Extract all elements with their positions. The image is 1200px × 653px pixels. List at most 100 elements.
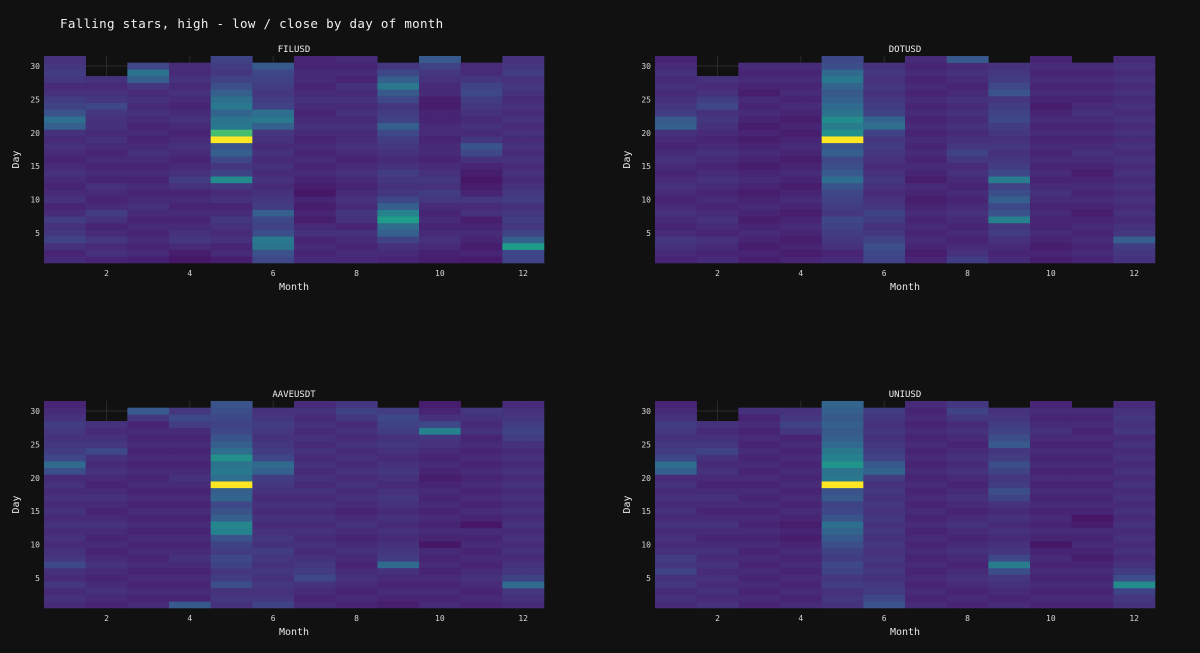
- heatmap-cell: [44, 454, 86, 462]
- heatmap-cell: [1071, 481, 1114, 489]
- heatmap-cell: [1113, 122, 1156, 130]
- heatmap-cell: [1113, 222, 1156, 230]
- heatmap-cell: [1030, 169, 1072, 177]
- heatmap-cell: [210, 176, 253, 184]
- heatmap-cell: [1071, 169, 1114, 177]
- heatmap-cell: [460, 189, 503, 197]
- heatmap-cell: [780, 176, 822, 184]
- heatmap-cell: [377, 421, 420, 429]
- heatmap-cell: [905, 176, 947, 184]
- heatmap-cell: [85, 527, 128, 535]
- heatmap-cell: [1071, 162, 1114, 170]
- heatmap-cell: [419, 574, 461, 582]
- heatmap-cell: [1113, 541, 1156, 549]
- heatmap-cell: [738, 236, 781, 244]
- heatmap-cell: [655, 76, 697, 84]
- heatmap-cell: [946, 567, 989, 575]
- heatmap-cell: [419, 116, 461, 124]
- heatmap-cell: [419, 401, 461, 408]
- heatmap-cell: [1071, 242, 1114, 250]
- heatmap-cell: [905, 474, 947, 482]
- heatmap-cell: [1113, 189, 1156, 197]
- heatmap-cell: [502, 82, 545, 90]
- heatmap-cell: [655, 142, 697, 150]
- heatmap-cell: [44, 176, 86, 184]
- heatmap-cell: [655, 514, 697, 522]
- heatmap-cell: [655, 587, 697, 595]
- heatmap-cell: [988, 82, 1031, 90]
- heatmap-cell: [1113, 109, 1156, 117]
- heatmap-cell: [252, 494, 295, 502]
- heatmap-cell: [1071, 149, 1114, 157]
- heatmap-cell: [377, 454, 420, 462]
- heatmap-cell: [419, 229, 461, 237]
- heatmap-cell: [821, 501, 864, 509]
- heatmap-cell: [738, 547, 781, 555]
- heatmap-cell: [85, 541, 128, 549]
- heatmap-cell: [85, 547, 128, 555]
- heatmap-cell: [419, 447, 461, 455]
- heatmap-cell: [460, 514, 503, 522]
- heatmap-cell: [1071, 474, 1114, 482]
- heatmap-cell: [696, 461, 739, 469]
- heatmap-cell: [1113, 229, 1156, 237]
- heatmap-cell: [252, 541, 295, 549]
- heatmap-cell: [821, 447, 864, 455]
- heatmap-cell: [655, 96, 697, 104]
- heatmap-cell: [44, 461, 86, 469]
- heatmap-cell: [294, 481, 336, 489]
- heatmap-cell: [377, 182, 420, 190]
- heatmap-cell: [821, 467, 864, 475]
- heatmap-cell: [1030, 256, 1072, 264]
- heatmap-cell: [252, 249, 295, 257]
- heatmap-cell: [377, 82, 420, 90]
- heatmap-cell: [1113, 587, 1156, 595]
- heatmap-cell: [419, 122, 461, 130]
- heatmap-cell: [1071, 62, 1114, 70]
- heatmap-cell: [460, 256, 503, 264]
- heatmap-cell: [502, 242, 545, 250]
- heatmap-cell: [460, 216, 503, 224]
- heatmap-cell: [460, 122, 503, 130]
- heatmap-cell: [655, 601, 697, 609]
- heatmap-cell: [294, 494, 336, 502]
- heatmap-cell: [738, 109, 781, 117]
- heatmap-cell: [335, 182, 378, 190]
- heatmap-cell: [821, 454, 864, 462]
- x-tick-label: 8: [965, 614, 970, 623]
- heatmap-cell: [252, 467, 295, 475]
- heatmap-cell: [905, 427, 947, 435]
- y-tick-label: 30: [641, 62, 651, 71]
- heatmap-cell: [821, 407, 864, 415]
- heatmap-cell: [946, 69, 989, 77]
- heatmap-cell: [335, 169, 378, 177]
- heatmap-cell: [946, 242, 989, 250]
- heatmap-cell: [696, 567, 739, 575]
- heatmap-cell: [335, 202, 378, 210]
- heatmap-cell: [696, 156, 739, 164]
- heatmap-cell: [169, 129, 211, 137]
- x-axis-title: Month: [279, 282, 309, 293]
- heatmap-cell: [946, 447, 989, 455]
- heatmap-cell: [44, 501, 86, 509]
- heatmap-cell: [210, 242, 253, 250]
- heatmap-cell: [210, 169, 253, 177]
- heatmap-cell: [335, 507, 378, 515]
- heatmap-cell: [821, 116, 864, 124]
- heatmap-cell: [294, 601, 336, 609]
- heatmap-cell: [946, 136, 989, 144]
- heatmap-cell: [905, 69, 947, 77]
- heatmap-cell: [377, 62, 420, 70]
- heatmap-cell: [85, 216, 128, 224]
- x-axis-title: Month: [890, 627, 920, 638]
- heatmap-cell: [44, 481, 86, 489]
- heatmap-cell: [44, 236, 86, 244]
- heatmap-cell: [696, 216, 739, 224]
- heatmap-cell: [863, 427, 906, 435]
- heatmap-cell: [863, 561, 906, 569]
- heatmap-cell: [946, 96, 989, 104]
- heatmap-cell: [335, 149, 378, 157]
- heatmap-cell: [905, 481, 947, 489]
- heatmap-cell: [988, 521, 1031, 529]
